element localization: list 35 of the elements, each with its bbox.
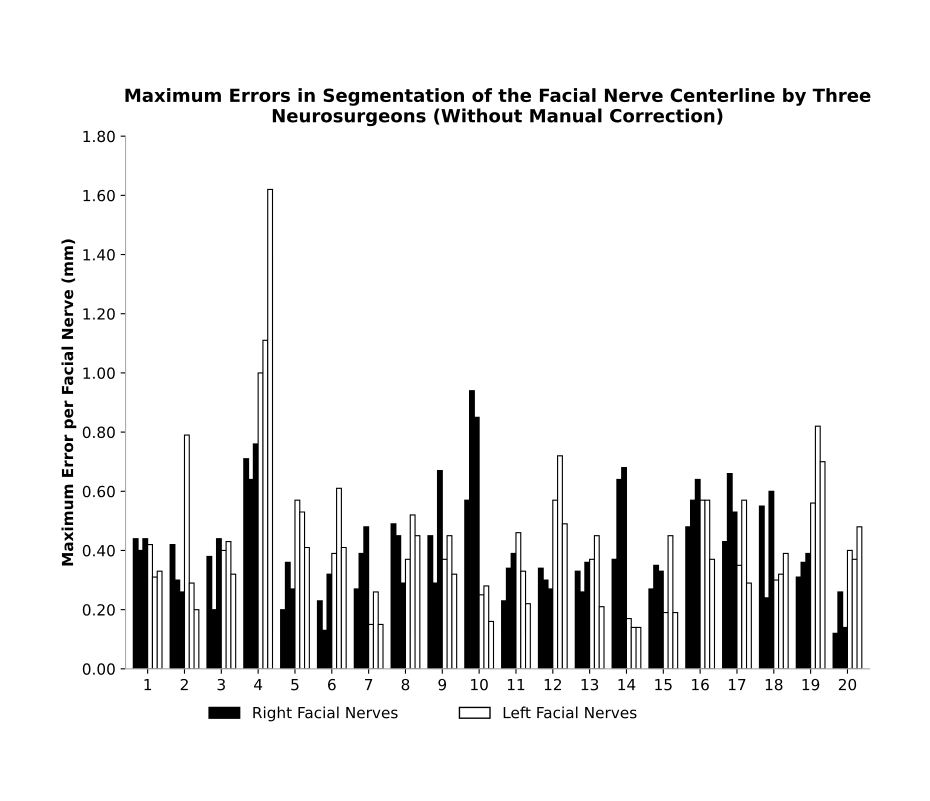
x-tick-label: 12 (544, 678, 561, 690)
x-tick-label: 5 (291, 679, 298, 690)
y-tick-label: 1.40 (83, 249, 115, 261)
x-tick-label: 9 (438, 678, 446, 690)
x-tick-label: 1 (144, 679, 152, 690)
y-tick-label: 1.00 (83, 367, 115, 379)
x-tick-label: 17 (728, 679, 746, 690)
x-tick-label: 4 (254, 679, 262, 690)
x-tick-label: 7 (365, 679, 372, 690)
x-tick-label: 8 (402, 678, 410, 690)
y-tick-label: 0.80 (82, 426, 115, 438)
y-tick-label: 0.40 (82, 544, 115, 556)
x-tick-label: 6 (328, 678, 336, 690)
legend-label: Left Facial Nerves (504, 706, 636, 718)
x-tick-label: 11 (508, 679, 524, 690)
x-tick-label: 2 (180, 678, 188, 690)
y-tick-label: 1.80 (83, 130, 115, 142)
x-tick-label: 18 (766, 678, 782, 690)
x-tick-label: 15 (655, 679, 672, 690)
y-axis-title: Maximum Error per Facial Nerve (mm) (61, 239, 76, 566)
x-tick-label: 19 (802, 678, 820, 690)
x-tick-label: 13 (582, 678, 598, 690)
y-tick-label: 0.00 (82, 663, 115, 675)
chart-title: Maximum Errors in Segmentation of the Facial Nerve Centerline by Three Neurosurgeons (Without Manual Correction) (126, 88, 870, 126)
bar (758, 506, 765, 669)
y-tick-label: 0.20 (82, 604, 115, 616)
y-tick-label: 0.60 (82, 486, 115, 498)
y-tick-label: 1.20 (83, 308, 115, 320)
legend-label: Right Facial Nerves (253, 706, 398, 722)
x-tick-label: 16 (692, 678, 709, 690)
x-tick-label: 10 (471, 678, 488, 690)
x-tick-label: 14 (618, 679, 636, 690)
y-tick-label: 1.60 (83, 190, 115, 202)
x-tick-label: 3 (218, 678, 225, 690)
x-tick-label: 20 (838, 678, 856, 690)
